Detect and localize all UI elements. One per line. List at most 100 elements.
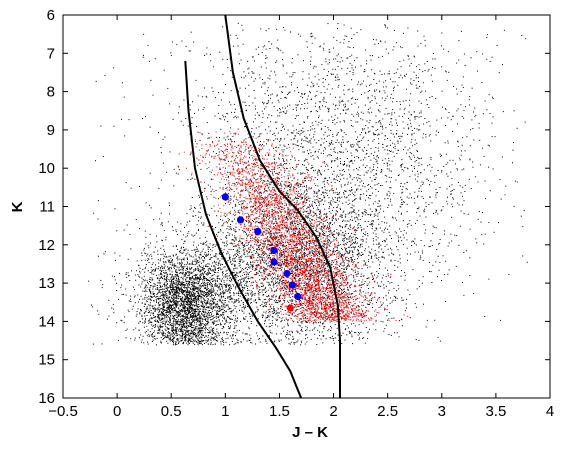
- field-star-point: [379, 90, 381, 92]
- field-star-point: [190, 205, 192, 207]
- field-star-point: [173, 300, 175, 302]
- field-star-point: [347, 288, 349, 290]
- field-star-point: [389, 139, 391, 141]
- field-star-point: [324, 234, 326, 236]
- field-star-point: [283, 138, 285, 140]
- field-star-point: [281, 283, 283, 285]
- field-star-point: [421, 282, 423, 284]
- field-star-point: [386, 168, 388, 170]
- field-star-point: [355, 213, 357, 215]
- field-star-point: [233, 228, 235, 230]
- field-star-point: [168, 268, 169, 270]
- field-star-point: [161, 318, 163, 320]
- field-star-point: [356, 98, 358, 100]
- field-star-point: [341, 249, 343, 251]
- field-star-point: [277, 183, 279, 185]
- field-star-point: [331, 155, 332, 156]
- field-star-point: [291, 300, 293, 302]
- field-star-point: [166, 327, 168, 329]
- field-star-point: [199, 342, 201, 344]
- field-star-point: [372, 261, 374, 263]
- field-star-point: [135, 327, 137, 329]
- field-star-point: [345, 133, 347, 135]
- field-star-point: [258, 215, 260, 217]
- field-star-point: [377, 202, 379, 204]
- field-star-point: [346, 220, 348, 222]
- field-star-point: [295, 254, 297, 256]
- field-star-point: [341, 234, 343, 236]
- field-star-point: [299, 35, 301, 37]
- field-star-point: [367, 220, 369, 222]
- field-star-point: [192, 309, 194, 311]
- field-star-point: [321, 187, 323, 189]
- field-star-point: [199, 316, 201, 318]
- field-star-point: [289, 224, 291, 226]
- field-star-point: [229, 327, 231, 329]
- field-star-point: [279, 178, 280, 180]
- field-star-point: [210, 340, 212, 342]
- field-star-point: [190, 277, 192, 279]
- field-star-point: [175, 294, 177, 296]
- field-star-point: [300, 288, 301, 290]
- field-star-point: [251, 257, 253, 259]
- field-star-point: [202, 259, 204, 261]
- field-star-point: [147, 282, 148, 283]
- field-star-point: [292, 339, 294, 341]
- field-star-point: [265, 287, 267, 289]
- field-star-point: [220, 295, 222, 297]
- field-star-point: [191, 286, 193, 288]
- field-star-point: [367, 108, 369, 110]
- field-star-point: [183, 259, 185, 261]
- field-star-point: [395, 133, 397, 135]
- field-star-point: [180, 328, 182, 330]
- field-star-point: [211, 291, 213, 293]
- field-star-point: [196, 320, 198, 321]
- field-star-point: [402, 132, 404, 134]
- field-star-point: [183, 290, 185, 292]
- field-star-point: [452, 197, 454, 199]
- field-star-point: [249, 339, 251, 341]
- field-star-point: [478, 211, 480, 212]
- field-star-point: [169, 255, 171, 257]
- field-star-point: [402, 191, 404, 193]
- field-star-point: [286, 196, 288, 198]
- field-star-point: [365, 210, 367, 212]
- field-star-point: [339, 197, 341, 199]
- field-star-point: [392, 101, 394, 103]
- field-star-point: [213, 228, 215, 230]
- field-star-point: [400, 165, 402, 167]
- field-star-point: [244, 277, 246, 279]
- field-star-point: [189, 287, 191, 289]
- field-star-point: [148, 204, 150, 206]
- field-star-point: [225, 167, 226, 169]
- field-star-point: [293, 232, 295, 234]
- field-star-point: [378, 205, 380, 207]
- field-star-point: [162, 303, 164, 305]
- field-star-point: [331, 335, 333, 337]
- field-star-point: [284, 285, 286, 287]
- field-star-point: [376, 160, 378, 162]
- field-star-point: [199, 341, 201, 342]
- field-star-point: [422, 252, 423, 254]
- field-star-point: [299, 259, 301, 261]
- field-star-point: [364, 248, 366, 250]
- field-star-point: [288, 197, 290, 198]
- field-star-point: [215, 338, 216, 340]
- field-star-point: [356, 230, 358, 232]
- field-star-point: [155, 344, 157, 346]
- field-star-point: [272, 197, 274, 199]
- field-star-point: [169, 324, 171, 326]
- field-star-point: [326, 297, 328, 299]
- field-star-point: [180, 259, 182, 260]
- field-star-point: [185, 338, 187, 340]
- field-star-point: [285, 236, 287, 238]
- field-star-point: [401, 202, 403, 203]
- field-star-point: [234, 299, 236, 301]
- field-star-point: [241, 290, 243, 292]
- field-star-point: [172, 278, 173, 280]
- field-star-point: [132, 286, 134, 288]
- field-star-point: [336, 261, 338, 263]
- field-star-point: [386, 305, 388, 307]
- field-star-point: [170, 266, 172, 268]
- field-star-point: [118, 298, 120, 300]
